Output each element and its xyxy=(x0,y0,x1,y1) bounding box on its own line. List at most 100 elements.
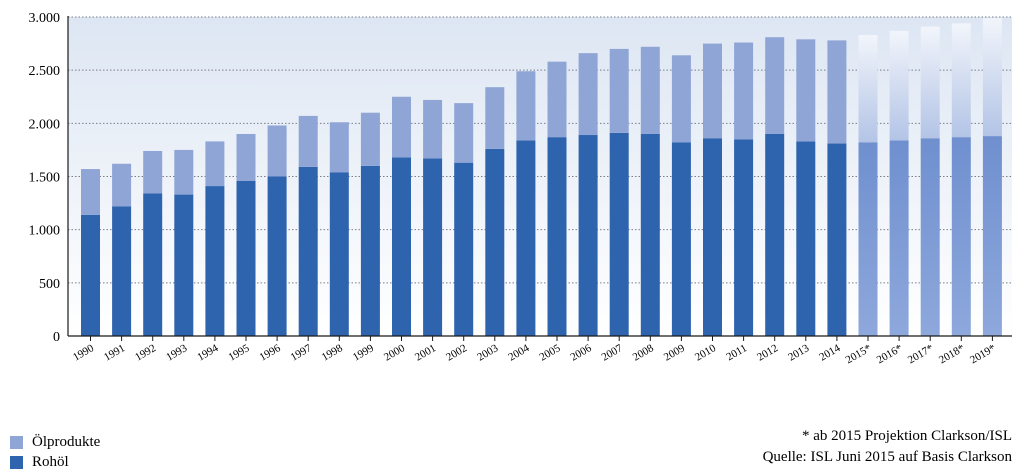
bar-crude-1990 xyxy=(81,214,100,336)
bar-crude-2010 xyxy=(703,138,722,336)
bar-products-2000 xyxy=(392,96,411,158)
x-tick-label: 1998 xyxy=(320,342,345,364)
x-tick-label: 1999 xyxy=(351,342,376,364)
x-tick-label: 2003 xyxy=(475,342,500,364)
bar-products-2015 xyxy=(858,35,878,143)
x-tick-label: 2018* xyxy=(937,342,967,366)
bar-products-1998 xyxy=(329,122,349,173)
legend-item-crude: Rohöl xyxy=(10,452,100,472)
bar-crude-1995 xyxy=(236,180,256,336)
x-tick-label: 1994 xyxy=(195,342,220,364)
bar-products-2001 xyxy=(423,99,443,159)
bar-crude-2006 xyxy=(578,135,598,336)
x-tick-label: 1996 xyxy=(258,342,283,364)
bar-crude-2016 xyxy=(889,140,909,336)
plot-background xyxy=(68,17,1012,336)
bar-products-1996 xyxy=(267,125,287,177)
x-tick-label: 2011 xyxy=(724,342,749,363)
bar-crude-2012 xyxy=(765,133,785,336)
y-tick-label: 500 xyxy=(39,277,60,292)
bar-products-1992 xyxy=(143,150,163,194)
x-tick-label: 2002 xyxy=(444,342,469,363)
bar-products-1991 xyxy=(112,163,132,207)
bar-crude-1994 xyxy=(205,186,225,336)
bar-products-2016 xyxy=(889,30,909,141)
bar-crude-1992 xyxy=(143,193,163,336)
bar-crude-2017 xyxy=(920,138,940,336)
bar-crude-2005 xyxy=(547,137,567,336)
bar-crude-2003 xyxy=(485,148,505,336)
x-tick-label: 2014 xyxy=(817,342,842,364)
bar-crude-1997 xyxy=(298,166,318,336)
x-tick-label: 2017* xyxy=(906,342,936,366)
bar-crude-2000 xyxy=(392,157,411,336)
bar-products-2002 xyxy=(454,103,474,163)
bar-products-2019 xyxy=(982,18,1002,137)
y-tick-label: 0 xyxy=(53,330,60,345)
bar-products-1993 xyxy=(174,149,194,195)
y-tick-label: 2.000 xyxy=(29,117,61,132)
x-tick-label: 2004 xyxy=(506,342,531,364)
x-tick-label: 2001 xyxy=(413,342,438,363)
legend-label-crude: Rohöl xyxy=(32,454,69,470)
bar-products-2009 xyxy=(671,55,691,143)
bar-crude-1998 xyxy=(329,172,349,336)
bar-crude-2007 xyxy=(609,132,629,336)
bar-crude-2008 xyxy=(640,133,660,336)
y-tick-labels: 0 500 1.000 1.500 2.000 2.500 3.000 xyxy=(29,11,61,345)
source-note: Quelle: ISL Juni 2015 auf Basis Clarkson xyxy=(762,449,1012,465)
bar-products-1997 xyxy=(298,115,318,167)
bar-products-2011 xyxy=(734,42,754,140)
x-tick-label: 2007 xyxy=(600,342,625,364)
bar-crude-2019 xyxy=(982,136,1002,336)
y-tick-label: 3.000 xyxy=(29,11,61,26)
bar-products-2004 xyxy=(516,71,536,141)
bar-products-1995 xyxy=(236,133,256,181)
x-tick-label: 2016* xyxy=(875,342,905,366)
x-tick-label: 1995 xyxy=(226,342,251,364)
x-tick-label: 2010 xyxy=(693,342,718,364)
y-tick-label: 1.000 xyxy=(29,224,61,239)
x-tick-label: 2009 xyxy=(662,342,687,364)
bar-crude-1999 xyxy=(360,165,380,336)
x-tick-label: 1992 xyxy=(133,342,158,363)
legend: Ölprodukte Rohöl xyxy=(10,432,100,472)
x-tick-label: 2008 xyxy=(631,342,656,364)
footnotes: * ab 2015 Projektion Clarkson/ISL Quelle… xyxy=(700,426,1012,468)
x-tick-label: 2012 xyxy=(755,342,780,363)
bar-crude-1993 xyxy=(174,194,194,336)
bar-crude-2011 xyxy=(734,139,754,336)
axes xyxy=(67,16,1012,341)
x-tick-labels: 1990 1991 1992 1993 1994 1995 1996 1997 1998 1999… xyxy=(71,342,998,366)
bar-crude-1996 xyxy=(267,176,287,336)
bar-crude-2001 xyxy=(423,158,443,336)
bar-crude-2018 xyxy=(951,137,971,336)
x-tick-label: 2005 xyxy=(537,342,562,364)
x-tick-label: 2019* xyxy=(968,342,998,366)
bar-products-2013 xyxy=(796,39,816,142)
legend-item-products: Ölprodukte xyxy=(10,432,100,452)
bars xyxy=(81,18,1002,336)
bar-crude-1991 xyxy=(112,206,132,336)
x-tick-label: 1997 xyxy=(289,342,314,364)
bar-products-2014 xyxy=(827,40,847,144)
bar-crude-2013 xyxy=(796,141,816,336)
bar-crude-2002 xyxy=(454,162,474,336)
x-tick-label: 1990 xyxy=(71,342,96,364)
bar-products-2006 xyxy=(578,53,598,136)
bar-crude-2014 xyxy=(827,143,847,336)
bar-crude-2015 xyxy=(858,142,878,336)
bar-crude-2004 xyxy=(516,140,536,336)
legend-swatch-crude xyxy=(10,455,23,469)
bar-products-1994 xyxy=(205,141,225,187)
projection-note: * ab 2015 Projektion Clarkson/ISL xyxy=(802,428,1012,444)
legend-swatch-products xyxy=(10,435,23,449)
bar-products-2003 xyxy=(485,87,505,149)
bar-products-1990 xyxy=(81,169,100,215)
x-tick-label: 2015* xyxy=(844,342,874,366)
bar-crude-2009 xyxy=(671,142,691,336)
bar-products-2012 xyxy=(765,37,785,134)
y-tick-label: 1.500 xyxy=(29,171,61,186)
bar-products-2010 xyxy=(703,43,722,139)
